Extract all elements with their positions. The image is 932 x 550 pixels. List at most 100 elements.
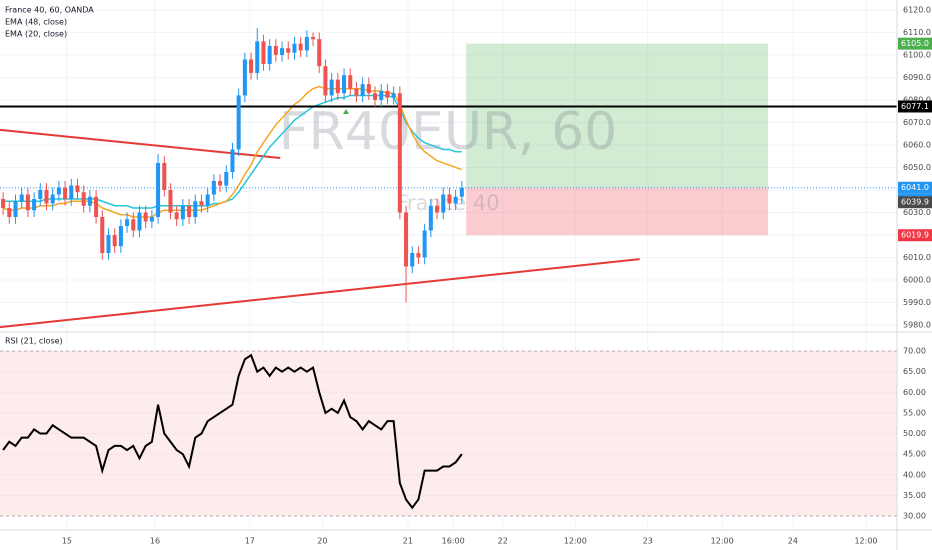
candle-body xyxy=(125,219,130,227)
candle-body xyxy=(218,180,223,186)
candle-body xyxy=(174,212,179,220)
legend-entry: EMA (48, close) xyxy=(5,18,67,27)
candle-body xyxy=(273,45,278,55)
price-badge xyxy=(898,229,932,242)
candle-body xyxy=(323,66,328,96)
y-tick-label: 6100.0 xyxy=(903,50,931,59)
candle-body xyxy=(25,194,30,211)
y-tick-label: 35.00 xyxy=(903,491,926,500)
y-tick-label: 6070.0 xyxy=(903,118,931,127)
watermark-symbol: FR40EUR, 60 xyxy=(279,102,617,162)
x-tick-label: 21 xyxy=(403,537,413,546)
candle-body xyxy=(100,216,105,254)
candle-body xyxy=(428,205,433,231)
candle-body xyxy=(193,201,198,217)
candle-body xyxy=(69,185,74,199)
background-layer xyxy=(0,0,897,530)
candle-body xyxy=(286,48,291,53)
candle-body xyxy=(143,212,148,222)
y-tick-label: 50.00 xyxy=(903,429,926,438)
y-tick-label: 70.00 xyxy=(903,347,926,356)
y-tick-label: 6060.0 xyxy=(903,140,931,149)
ema-line xyxy=(2,85,463,218)
candle-body xyxy=(32,198,37,211)
y-tick-label: 6080.0 xyxy=(903,95,931,104)
candle-body xyxy=(354,88,359,96)
y-tick-label: 6030.0 xyxy=(903,208,931,217)
candle-body xyxy=(1,198,6,208)
price-badge-label: 6077.1 xyxy=(901,102,929,111)
candle-body xyxy=(50,194,55,204)
candle-body xyxy=(280,48,285,55)
candle-body xyxy=(447,194,452,204)
x-tick-label: 20 xyxy=(317,537,327,546)
ema-line xyxy=(3,94,462,209)
y-tick-label: 30.00 xyxy=(903,511,926,520)
candle-body xyxy=(335,79,340,94)
candle-body xyxy=(137,212,142,231)
candle-body xyxy=(379,90,384,100)
candle-body xyxy=(149,216,154,222)
y-tick-label: 6010.0 xyxy=(903,253,931,262)
x-tick-label: 15 xyxy=(62,537,72,546)
candle-body xyxy=(81,192,86,206)
candle-body xyxy=(19,194,24,202)
candle-body xyxy=(404,212,409,267)
y-tick-label: 5980.0 xyxy=(903,321,931,330)
x-tick-label: 16:00 xyxy=(442,537,465,546)
candle-body xyxy=(180,205,185,220)
x-tick-label: 22 xyxy=(498,537,508,546)
y-tick-label: 60.00 xyxy=(903,388,926,397)
candle-body xyxy=(156,162,161,217)
candle-body xyxy=(162,162,167,190)
candle-body xyxy=(63,187,68,199)
x-tick-label: 12:00 xyxy=(564,537,587,546)
price-badge-label: 6039.9 xyxy=(901,198,929,207)
price-badge xyxy=(898,100,932,113)
legend-entry: EMA (20, close) xyxy=(5,30,67,39)
candle-body xyxy=(38,189,43,199)
candle-body xyxy=(224,171,229,186)
candle-body xyxy=(441,194,446,213)
candle-body xyxy=(187,205,192,217)
candle-body xyxy=(360,84,365,96)
candle-body xyxy=(459,187,464,197)
y-tick-label: 6090.0 xyxy=(903,73,931,82)
x-tick-label: 16 xyxy=(150,537,160,546)
y-tick-label: 6110.0 xyxy=(903,28,931,37)
y-tick-label: 40.00 xyxy=(903,470,926,479)
candle-body xyxy=(342,75,347,94)
candle-body xyxy=(236,95,241,150)
y-tick-label: 65.00 xyxy=(903,367,926,376)
candle-body xyxy=(298,43,303,51)
candle-body xyxy=(416,253,421,258)
candle-body xyxy=(106,235,111,254)
candle-body xyxy=(267,45,272,64)
candle-body xyxy=(366,84,371,94)
candle-body xyxy=(230,149,235,172)
candle-body xyxy=(7,207,12,217)
x-tick-label: 23 xyxy=(643,537,653,546)
candle-body xyxy=(348,75,353,89)
foreground-layer: 15 16 17 20 21 16:00 22 12:00 23 12:00 24 12:00 5980… xyxy=(0,5,932,546)
candle-body xyxy=(249,59,254,73)
rsi-band xyxy=(0,351,897,516)
price-badge xyxy=(898,196,932,209)
candle-body xyxy=(397,93,402,213)
price-badge xyxy=(898,181,932,194)
candle-body xyxy=(317,39,322,67)
candle-body xyxy=(255,41,260,73)
price-badge-label: 6041.0 xyxy=(901,183,929,192)
candle-body xyxy=(205,194,210,206)
candle-body xyxy=(87,196,92,206)
candle-body xyxy=(118,226,123,247)
candle-body xyxy=(410,253,415,267)
chart-title: France 40, 60, OANDA xyxy=(5,6,94,15)
y-tick-label: 5990.0 xyxy=(903,298,931,307)
candle-body xyxy=(56,187,61,195)
candle-body xyxy=(75,185,80,193)
candle-body xyxy=(13,201,18,217)
price-badge xyxy=(898,37,932,50)
price-badge-label: 6105.0 xyxy=(901,39,929,48)
